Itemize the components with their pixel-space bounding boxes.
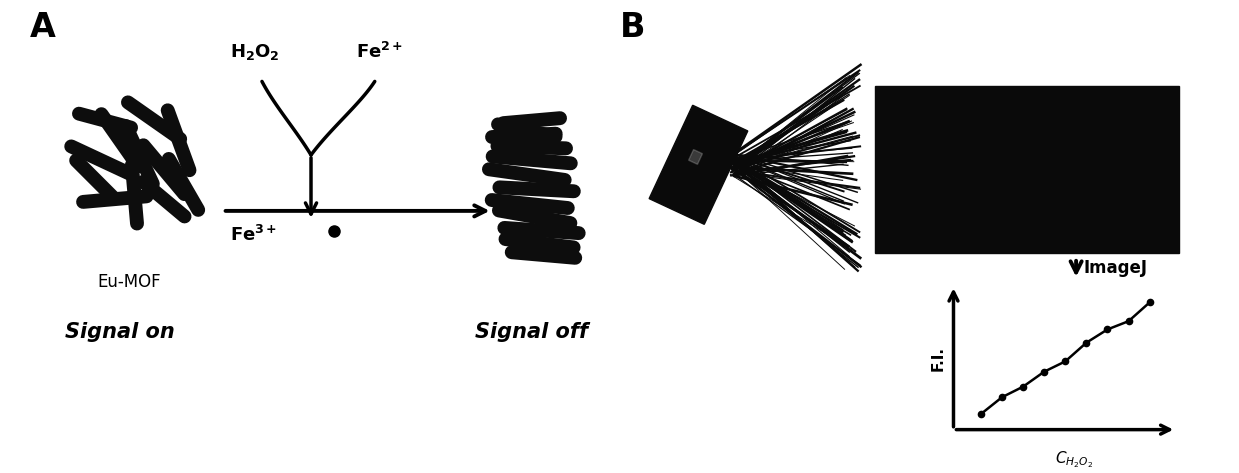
Text: $\mathbf{Fe^{3+}}$: $\mathbf{Fe^{3+}}$ [229,225,276,245]
Text: ImageJ: ImageJ [1084,259,1149,277]
Text: $\mathbf{Fe^{2+}}$: $\mathbf{Fe^{2+}}$ [356,42,403,62]
Text: $C_{H_2O_2}$: $C_{H_2O_2}$ [1054,449,1093,470]
Text: B: B [620,11,646,44]
Bar [875,86,1180,253]
Text: Signal off: Signal off [475,322,589,342]
Text: Eu-MOF: Eu-MOF [98,273,161,291]
Text: A: A [30,11,56,44]
Text: Signal on: Signal on [64,322,175,342]
Polygon shape [649,105,748,224]
Text: $\mathbf{H_2O_2}$: $\mathbf{H_2O_2}$ [230,42,280,62]
Polygon shape [689,149,703,164]
Text: F.I.: F.I. [930,346,945,371]
